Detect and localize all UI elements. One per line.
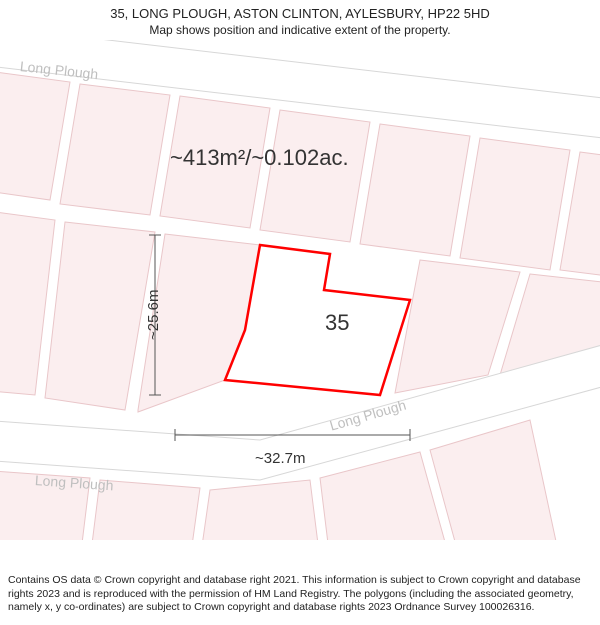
- header: 35, LONG PLOUGH, ASTON CLINTON, AYLESBUR…: [0, 0, 600, 39]
- header-subtitle: Map shows position and indicative extent…: [10, 23, 590, 37]
- dimension-vertical-label: ~25.6m: [145, 290, 162, 340]
- footer-copyright: Contains OS data © Crown copyright and d…: [0, 568, 600, 625]
- dimension-horizontal-label: ~32.7m: [255, 450, 305, 467]
- map-area: Long PloughLong PloughLong Plough~413m²/…: [0, 40, 600, 540]
- plot-number: 35: [325, 310, 349, 336]
- address-line: 35, LONG PLOUGH, ASTON CLINTON, AYLESBUR…: [10, 6, 590, 21]
- area-label: ~413m²/~0.102ac.: [170, 145, 349, 171]
